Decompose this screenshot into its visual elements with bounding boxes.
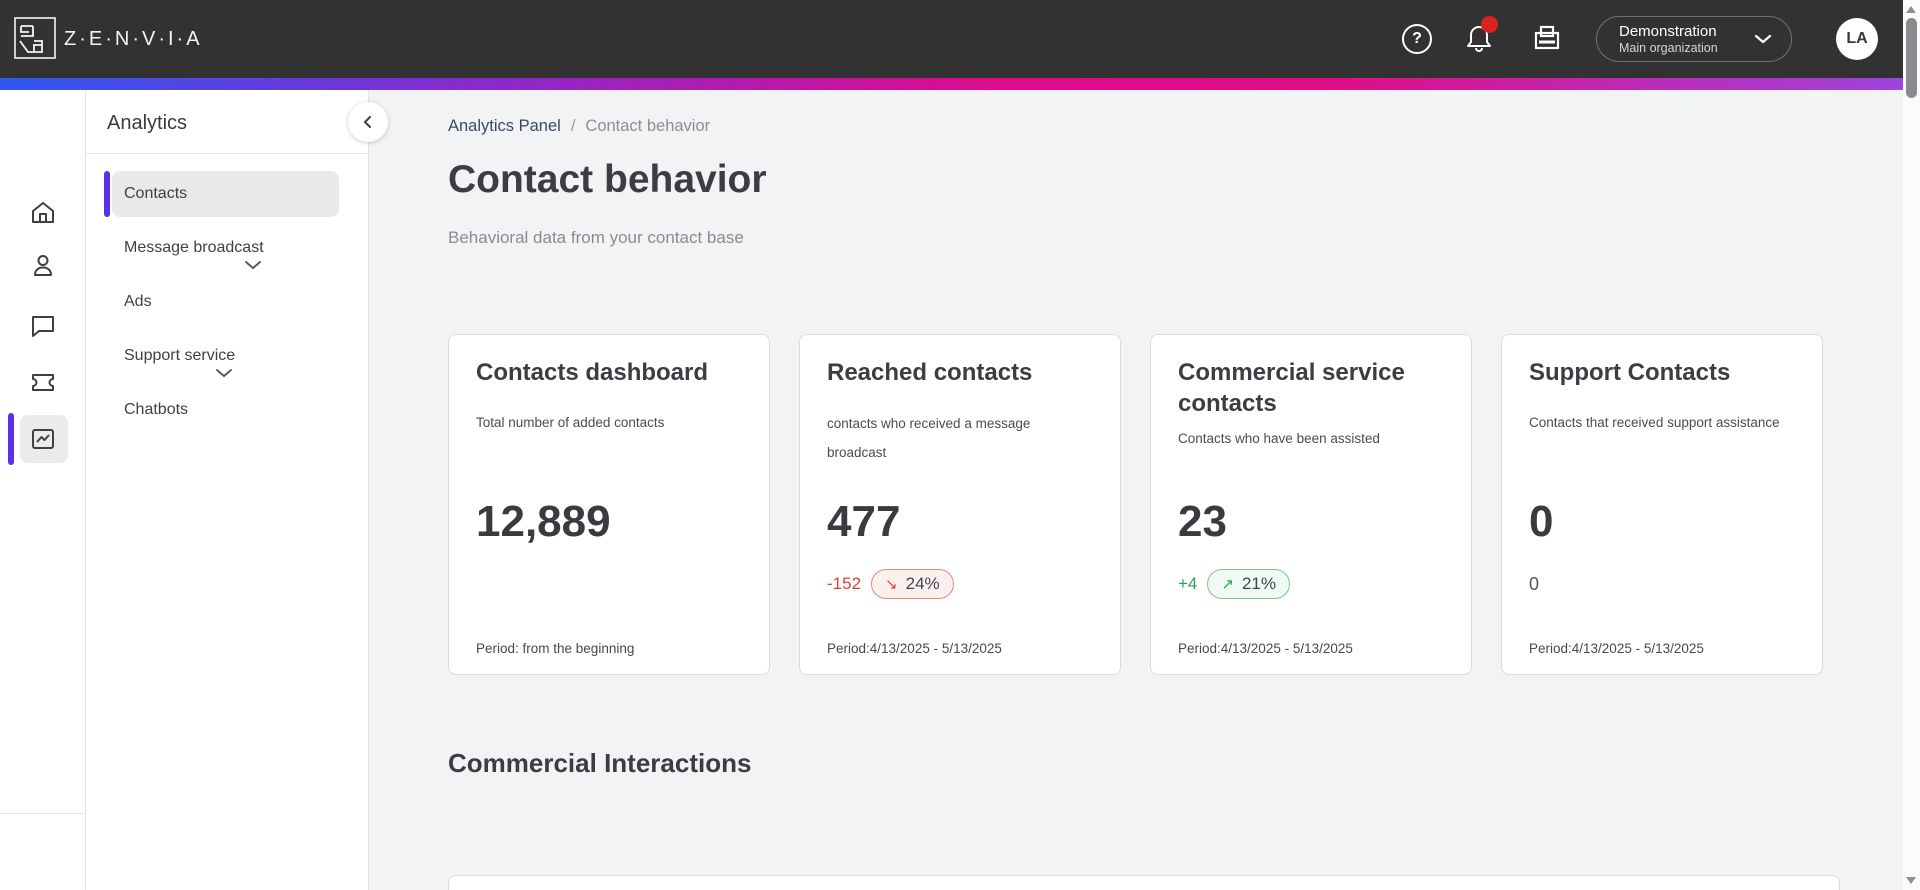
active-item-background	[112, 171, 339, 217]
card-description: Contacts who have been assisted	[1178, 431, 1380, 446]
trend-percentage: 24%	[905, 574, 940, 593]
trend-badge: ↗ 21%	[1207, 569, 1290, 599]
chevron-down-icon	[244, 261, 261, 270]
sidebar-item-message-broadcast[interactable]: Message broadcast	[86, 225, 369, 271]
nav-icon-rail	[0, 90, 86, 890]
sidebar-item-contacts[interactable]: Contacts	[86, 171, 369, 217]
scrollbar-up-button[interactable]	[1906, 6, 1916, 13]
card-delta-row: -152 ↘ 24%	[827, 569, 954, 599]
notifications-button[interactable]	[1462, 16, 1498, 55]
card-title: Contacts dashboard	[476, 359, 709, 386]
card-title: Commercial service contacts	[1178, 359, 1405, 417]
chevron-left-icon	[363, 116, 371, 128]
scrollbar-thumb[interactable]	[1906, 18, 1917, 98]
card-description: contacts who received a message broadcas…	[827, 416, 1031, 460]
page-title: Contact behavior	[448, 158, 767, 201]
scrollbar-down-button[interactable]	[1906, 877, 1916, 884]
zenvia-logo-icon[interactable]	[14, 17, 56, 59]
trend-badge: ↘ 24%	[871, 569, 954, 599]
commercial-interactions-card-partial	[448, 875, 1840, 890]
sidebar-item-chatbots[interactable]: Chatbots	[86, 387, 369, 433]
card-description: Total number of added contacts	[476, 415, 665, 430]
ticket-icon	[32, 374, 54, 391]
organization-subtitle: Main organization	[1619, 41, 1718, 55]
page-scrollbar[interactable]	[1903, 0, 1920, 890]
card-value: 0	[1529, 497, 1554, 546]
sidebar-item-label: Ads	[124, 293, 152, 310]
card-title: Reached contacts	[827, 359, 1033, 386]
rail-item-analytics[interactable]	[0, 415, 86, 463]
active-item-indicator	[104, 171, 110, 217]
card-period: Period:4/13/2025 - 5/13/2025	[827, 641, 1002, 656]
rail-item-conversations[interactable]	[0, 302, 86, 350]
sidebar-item-label: Chatbots	[124, 401, 189, 418]
kpi-cards-row: Contacts dashboard Total number of added…	[448, 334, 1823, 675]
sidebar-item-support-service[interactable]: Support service	[86, 333, 369, 379]
card-title: Support Contacts	[1529, 359, 1731, 386]
trend-down-arrow-icon: ↘	[885, 575, 898, 593]
card-period: Period:4/13/2025 - 5/13/2025	[1529, 641, 1704, 656]
card-commercial-service-contacts: Commercial service contacts Contacts who…	[1150, 334, 1472, 675]
delta-value: -152	[827, 574, 862, 593]
sidebar-title: Analytics	[107, 112, 188, 134]
rail-item-contacts[interactable]	[0, 242, 86, 290]
person-icon	[34, 255, 52, 276]
sidebar-item-ads[interactable]: Ads	[86, 279, 369, 325]
card-value: 12,889	[476, 497, 611, 546]
chevron-down-icon	[216, 369, 233, 378]
sidebar-divider	[86, 153, 369, 154]
organization-name: Demonstration	[1619, 23, 1717, 40]
rail-item-home[interactable]	[0, 189, 86, 237]
card-support-contacts: Support Contacts Contacts that received …	[1501, 334, 1823, 675]
trend-up-arrow-icon: ↗	[1221, 575, 1234, 593]
print-button[interactable]	[1530, 24, 1564, 54]
breadcrumb-analytics-panel[interactable]: Analytics Panel	[448, 117, 561, 135]
analytics-sidebar: Analytics Contacts Message broadcast Ads	[86, 90, 388, 890]
sidebar-menu: Contacts Message broadcast Ads Support s…	[86, 171, 369, 441]
rail-divider	[0, 813, 86, 814]
brand-gradient-bar	[0, 78, 1903, 90]
line-chart-icon	[32, 429, 54, 449]
help-icon: ?	[1402, 24, 1432, 54]
rail-active-indicator	[8, 413, 14, 465]
card-description: Contacts that received support assistanc…	[1529, 415, 1780, 430]
card-contacts-dashboard: Contacts dashboard Total number of added…	[448, 334, 770, 675]
help-button[interactable]: ?	[1402, 24, 1432, 54]
sidebar-collapse-button[interactable]	[348, 102, 388, 142]
header-actions: ? Demonstration Main organization	[1402, 0, 1878, 78]
card-value: 23	[1178, 497, 1227, 546]
card-reached-contacts: Reached contacts contacts who received a…	[799, 334, 1121, 675]
main-content: Analytics Panel / Contact behavior Conta…	[369, 90, 1903, 890]
breadcrumb-current: Contact behavior	[585, 117, 711, 135]
card-period: Period:4/13/2025 - 5/13/2025	[1178, 641, 1353, 656]
breadcrumb: Analytics Panel / Contact behavior	[448, 117, 710, 136]
page-subtitle: Behavioral data from your contact base	[448, 228, 744, 247]
card-value: 477	[827, 497, 901, 546]
chevron-down-icon	[1754, 34, 1772, 44]
card-delta-row: 0	[1529, 569, 1539, 599]
sidebar-item-label: Contacts	[124, 185, 188, 202]
card-period: Period: from the beginning	[476, 641, 635, 656]
brand-wordmark: Z·E·N·V·I·A	[64, 27, 203, 50]
home-icon	[32, 202, 54, 223]
section-title-commercial-interactions: Commercial Interactions	[448, 748, 752, 778]
user-avatar[interactable]: LA	[1836, 18, 1878, 60]
chat-bubble-icon	[32, 316, 54, 337]
sidebar-item-label: Message broadcast	[124, 239, 264, 256]
rail-item-tickets[interactable]	[0, 357, 86, 405]
delta-value: +4	[1178, 574, 1198, 593]
notification-badge-dot	[1481, 16, 1498, 33]
printer-icon	[1534, 25, 1560, 50]
trend-percentage: 21%	[1241, 574, 1276, 593]
organization-switcher[interactable]: Demonstration Main organization	[1596, 16, 1792, 62]
sidebar-item-label: Support service	[124, 347, 236, 364]
top-bar: Z·E·N·V·I·A ? Demonstration	[0, 0, 1903, 78]
breadcrumb-separator: /	[570, 117, 576, 135]
delta-value: 0	[1529, 573, 1540, 594]
card-delta-row: +4 ↗ 21%	[1178, 569, 1290, 599]
